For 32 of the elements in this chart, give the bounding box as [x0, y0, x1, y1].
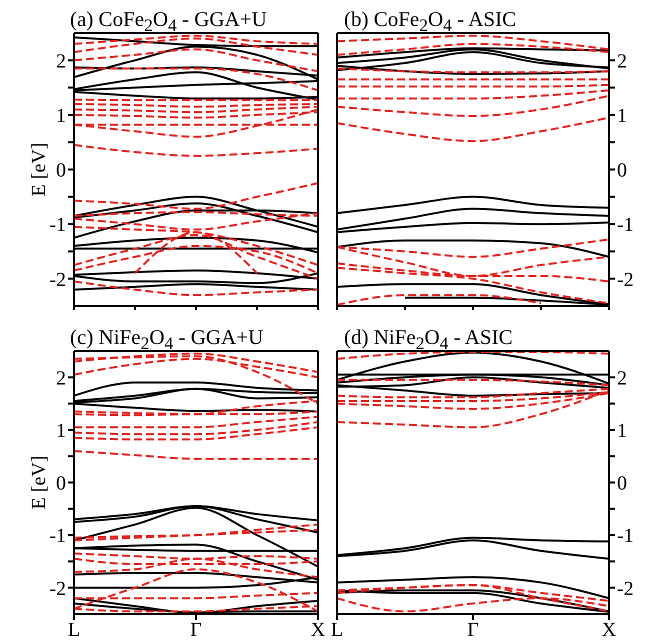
y-tick-label: -2 [49, 268, 66, 291]
chart-title: (c) NiFe$_{2}$O$_{4}$ - GGA+U [70, 325, 264, 354]
chart-title: (b) CoFe$_{2}$O$_{4}$ - ASIC [344, 7, 518, 36]
y-axis-title: E [eV] [28, 142, 50, 196]
y-tick-label: -1 [617, 214, 634, 236]
y-tick-label: 2 [56, 367, 66, 390]
y-tick-label: 0 [617, 472, 627, 495]
y-tick-label: -1 [617, 525, 634, 548]
y-tick-label: -2 [617, 268, 634, 291]
y-tick-label: 0 [56, 472, 66, 495]
y-tick-label: -2 [49, 578, 66, 600]
y-tick-label: 1 [617, 420, 627, 442]
y-tick-label: -1 [49, 214, 66, 236]
x-tick-label: L [330, 619, 344, 642]
y-axis-title: E [eV] [28, 456, 50, 510]
y-tick-label: 2 [617, 367, 627, 390]
y-tick-label: 1 [617, 105, 627, 127]
y-tick-label: -1 [49, 525, 66, 548]
y-tick-label: 0 [56, 160, 66, 182]
y-tick-label: 0 [617, 160, 627, 182]
y-tick-label: 1 [56, 420, 66, 442]
y-tick-label: -2 [617, 578, 634, 600]
x-tick-label: Γ [467, 619, 479, 642]
x-tick-label: Γ [190, 619, 202, 642]
y-tick-label: 2 [617, 50, 627, 72]
x-tick-label: L [68, 619, 80, 642]
x-tick-label: X [602, 619, 617, 642]
x-tick-label: X [310, 619, 326, 642]
y-tick-label: 2 [56, 50, 66, 72]
y-tick-label: 1 [56, 105, 66, 127]
chart-title: (a) CoFe$_{2}$O$_{4}$ - GGA+U [70, 7, 268, 36]
chart-title: (d) NiFe$_{2}$O$_{4}$ - ASIC [344, 325, 514, 354]
